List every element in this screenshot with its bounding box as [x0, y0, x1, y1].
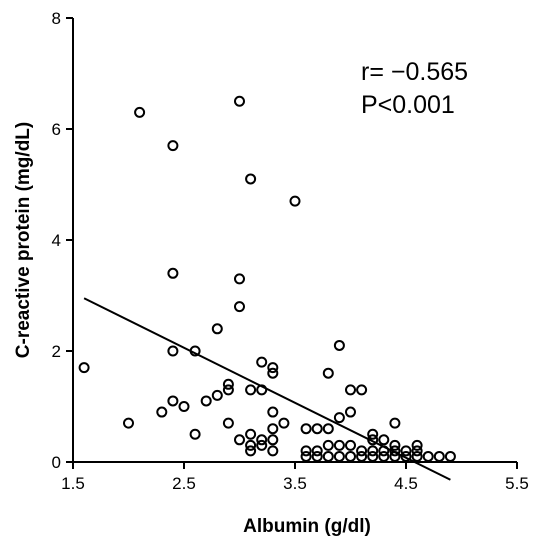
data-point [189, 428, 201, 440]
data-point [356, 384, 368, 396]
data-point [444, 450, 456, 462]
data-point [311, 445, 323, 457]
y-ticks: 0 2 4 6 8 [52, 9, 73, 472]
data-point [300, 423, 312, 435]
data-point [245, 384, 257, 396]
data-point [278, 417, 290, 429]
data-point [345, 450, 356, 462]
y-tick-label: 0 [52, 453, 61, 472]
y-tick-label: 8 [52, 9, 61, 28]
data-point [322, 450, 334, 462]
data-point [367, 434, 379, 446]
data-point [322, 439, 334, 451]
data-point [422, 450, 434, 462]
y-tick-label: 6 [52, 120, 61, 139]
data-point [300, 445, 312, 457]
data-point [167, 395, 179, 407]
data-point [245, 428, 257, 440]
data-point [345, 384, 356, 396]
data-point [134, 106, 146, 118]
data-point [367, 428, 379, 440]
data-point [400, 445, 412, 457]
x-tick-label: 2.5 [172, 474, 196, 493]
data-point [267, 406, 279, 418]
p-value-annotation: P<0.001 [361, 91, 455, 119]
data-point [156, 406, 168, 418]
data-point [367, 450, 379, 462]
data-point [234, 273, 245, 285]
y-tick-label: 2 [52, 342, 61, 361]
data-point [322, 367, 334, 379]
data-point [411, 445, 423, 457]
x-axis-title: Albumin (g/dl) [243, 516, 371, 537]
x-tick-label: 5.5 [505, 474, 529, 493]
data-point [167, 345, 179, 357]
x-tick-label: 3.5 [283, 474, 307, 493]
data-point [267, 445, 279, 457]
data-point [167, 140, 179, 152]
data-point [311, 450, 323, 462]
data-point [256, 439, 268, 451]
data-point [256, 434, 268, 446]
data-point [211, 389, 223, 401]
data-point [200, 395, 212, 407]
data-point [267, 423, 279, 435]
data-point [178, 401, 190, 412]
data-point [267, 367, 279, 379]
data-point [333, 339, 345, 351]
data-point [256, 384, 268, 396]
data-point [333, 450, 345, 462]
data-point [267, 362, 279, 374]
data-point [378, 445, 390, 457]
data-point [222, 378, 234, 390]
data-point [311, 423, 323, 435]
data-point [333, 439, 345, 451]
data-point [322, 423, 334, 435]
data-point [245, 445, 257, 457]
data-point [167, 267, 179, 279]
data-point [345, 406, 356, 418]
data-point [234, 95, 245, 107]
data-point [378, 450, 390, 462]
data-point [256, 356, 268, 368]
x-tick-label: 4.5 [394, 474, 418, 493]
data-point [378, 434, 390, 446]
data-point [189, 345, 201, 357]
correlation-annotation: r= −0.565 [361, 58, 468, 86]
regression-line [83, 297, 451, 481]
data-point [400, 450, 412, 462]
data-point [234, 301, 245, 313]
y-axis-title: C-reactive protein (mg/dL) [13, 122, 34, 358]
data-point [333, 412, 345, 424]
data-point [356, 450, 368, 462]
y-tick-label: 4 [52, 231, 61, 250]
axes: 0 2 4 6 8 1.5 2.5 3.5 4.5 5.5 [52, 9, 529, 493]
data-point [245, 173, 257, 185]
data-point [300, 450, 312, 462]
data-point [389, 417, 401, 429]
data-point [433, 450, 445, 462]
data-point [356, 445, 368, 457]
x-tick-label: 1.5 [61, 474, 85, 493]
x-ticks: 1.5 2.5 3.5 4.5 5.5 [61, 462, 529, 493]
data-point [367, 445, 379, 457]
data-point [389, 450, 401, 462]
data-point [78, 362, 90, 374]
data-point [123, 417, 134, 429]
data-point [345, 439, 356, 451]
data-point [289, 195, 301, 207]
data-point [234, 434, 245, 446]
data-point [211, 323, 223, 335]
data-point [389, 439, 401, 451]
data-point [411, 450, 423, 462]
data-point [267, 434, 279, 446]
data-point [222, 384, 234, 396]
data-point [389, 445, 401, 457]
data-point [411, 439, 423, 451]
data-point [245, 439, 257, 451]
data-point [222, 417, 234, 429]
data-points [78, 95, 456, 462]
